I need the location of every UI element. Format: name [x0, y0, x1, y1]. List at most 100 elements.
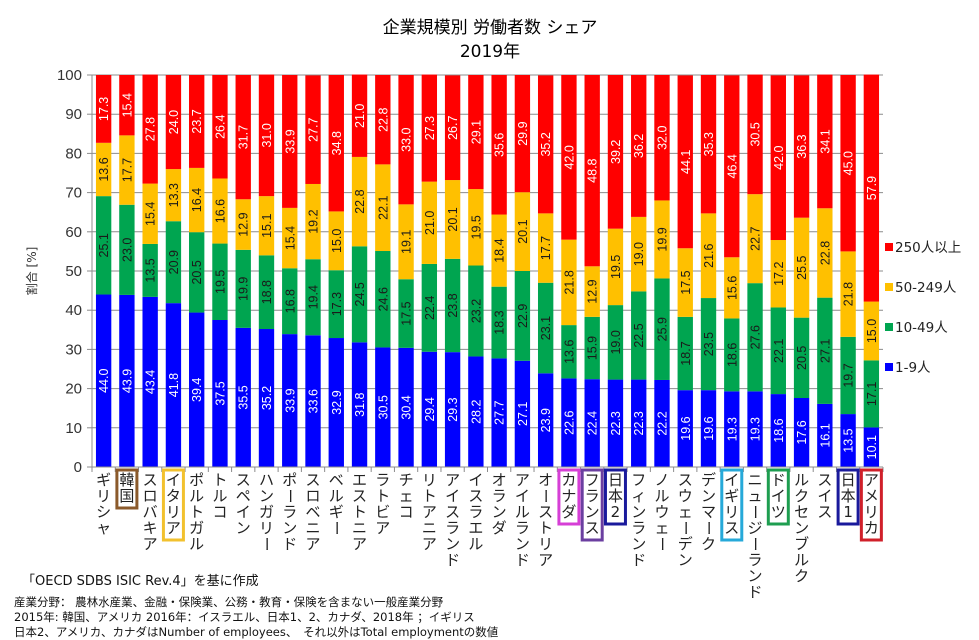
category-label-char: ン	[794, 519, 809, 537]
category-label-char: ル	[189, 535, 204, 553]
category-label-char: ス	[468, 487, 483, 505]
data-label: 37.5	[213, 381, 227, 405]
category-label-char: フ	[631, 471, 646, 489]
bar-segment	[537, 213, 554, 283]
category-label-char: ェ	[678, 503, 693, 521]
bar-segment	[793, 317, 810, 399]
data-label: 12.9	[586, 279, 600, 303]
category-label-char: ラ	[282, 503, 297, 521]
category-label-char: ト	[212, 471, 227, 489]
category-label-char: オ	[492, 471, 507, 489]
chart-subtitle: 2019年	[460, 42, 520, 62]
bar-segment	[189, 75, 205, 168]
category-label-char: ア	[306, 535, 321, 553]
bar-segment	[444, 352, 461, 467]
bar-segment	[724, 391, 740, 467]
category-label-char: ガ	[189, 519, 204, 537]
y-axis-label: 割合 [%]	[24, 247, 39, 296]
bar-segment	[165, 221, 182, 304]
category-label-char: ポ	[282, 471, 297, 489]
category-label-char: ン	[585, 503, 600, 521]
bar-segment	[421, 351, 438, 467]
category-label-char: リ	[166, 503, 181, 521]
category-label-char: セ	[794, 503, 809, 521]
data-label: 33.9	[283, 129, 297, 153]
data-label: 35.6	[493, 133, 507, 157]
data-label: 17.5	[679, 270, 693, 294]
bar-segment	[677, 390, 693, 467]
bar-segment	[305, 259, 321, 336]
data-label: 21.6	[702, 244, 716, 268]
bar-segment	[468, 356, 484, 467]
category-label-char: マ	[701, 503, 716, 521]
category-label-char: リ	[96, 487, 111, 505]
category-label-char: ル	[654, 487, 669, 505]
category-label-char: ド	[515, 551, 530, 569]
bar-segment	[95, 294, 112, 467]
category-label-char: エ	[468, 519, 483, 537]
bar-segment	[142, 296, 158, 467]
bar-segment	[817, 297, 833, 404]
category-label-char: ド	[748, 583, 763, 601]
data-label: 19.9	[655, 227, 669, 251]
bar-segment	[95, 142, 112, 197]
bar-segment	[212, 75, 228, 179]
bar-segment	[724, 75, 740, 258]
bar-segment	[724, 257, 740, 319]
category-label-char: デ	[678, 535, 693, 553]
bar-segment	[654, 278, 670, 380]
bar-segment	[119, 75, 135, 136]
data-label: 39.2	[609, 140, 623, 164]
bar-segment	[537, 75, 554, 214]
category-label-char: シ	[96, 503, 111, 521]
data-label: 22.4	[423, 296, 437, 320]
bar-segment	[584, 316, 600, 380]
category-label-char: ド	[282, 535, 297, 553]
bar-segment	[747, 283, 763, 392]
category-label-char: ア	[166, 519, 181, 537]
data-label: 19.3	[725, 417, 739, 441]
data-label: 15.6	[725, 276, 739, 300]
data-label: 20.1	[446, 207, 460, 231]
category-label-char: ツ	[771, 503, 786, 521]
bar-segment	[631, 75, 647, 217]
category-label-char: ス	[817, 503, 832, 521]
bar-segment	[654, 379, 670, 467]
bar-segment	[584, 75, 600, 267]
category-label-group: カナダ	[557, 468, 581, 526]
data-label: 30.5	[749, 122, 763, 146]
bar-segment	[561, 378, 577, 467]
bar-segment	[863, 301, 880, 361]
category-label-char: ス	[678, 471, 693, 489]
data-label: 18.7	[679, 341, 693, 365]
category-label-char: ド	[445, 551, 460, 569]
category-label-char: 日	[608, 471, 623, 489]
bar-segment	[282, 207, 298, 269]
category-label-char: ス	[445, 503, 460, 521]
axes	[87, 74, 884, 472]
y-tick-label: 20	[65, 381, 82, 398]
data-label: 21.0	[353, 104, 367, 128]
bar-segment	[863, 74, 880, 302]
data-label: 21.8	[842, 282, 856, 306]
bar-segment	[282, 268, 298, 335]
bar-segment	[258, 196, 275, 256]
data-label: 17.2	[772, 262, 786, 286]
bar-segment	[95, 196, 112, 295]
category-label-char: オ	[538, 471, 553, 489]
bar-segment	[514, 271, 531, 361]
category-label-char: ア	[515, 471, 530, 489]
data-label: 15.4	[144, 202, 158, 226]
category-label-char: ン	[631, 503, 646, 521]
data-label: 31.8	[353, 392, 367, 416]
category-label-char: リ	[864, 503, 879, 521]
data-label: 32.0	[655, 126, 669, 150]
bar-segment	[700, 298, 717, 391]
category-label-char: ル	[189, 487, 204, 505]
legend-label: 50-249人	[895, 280, 957, 296]
bar-segment	[770, 75, 786, 241]
bar-segment	[514, 192, 531, 271]
